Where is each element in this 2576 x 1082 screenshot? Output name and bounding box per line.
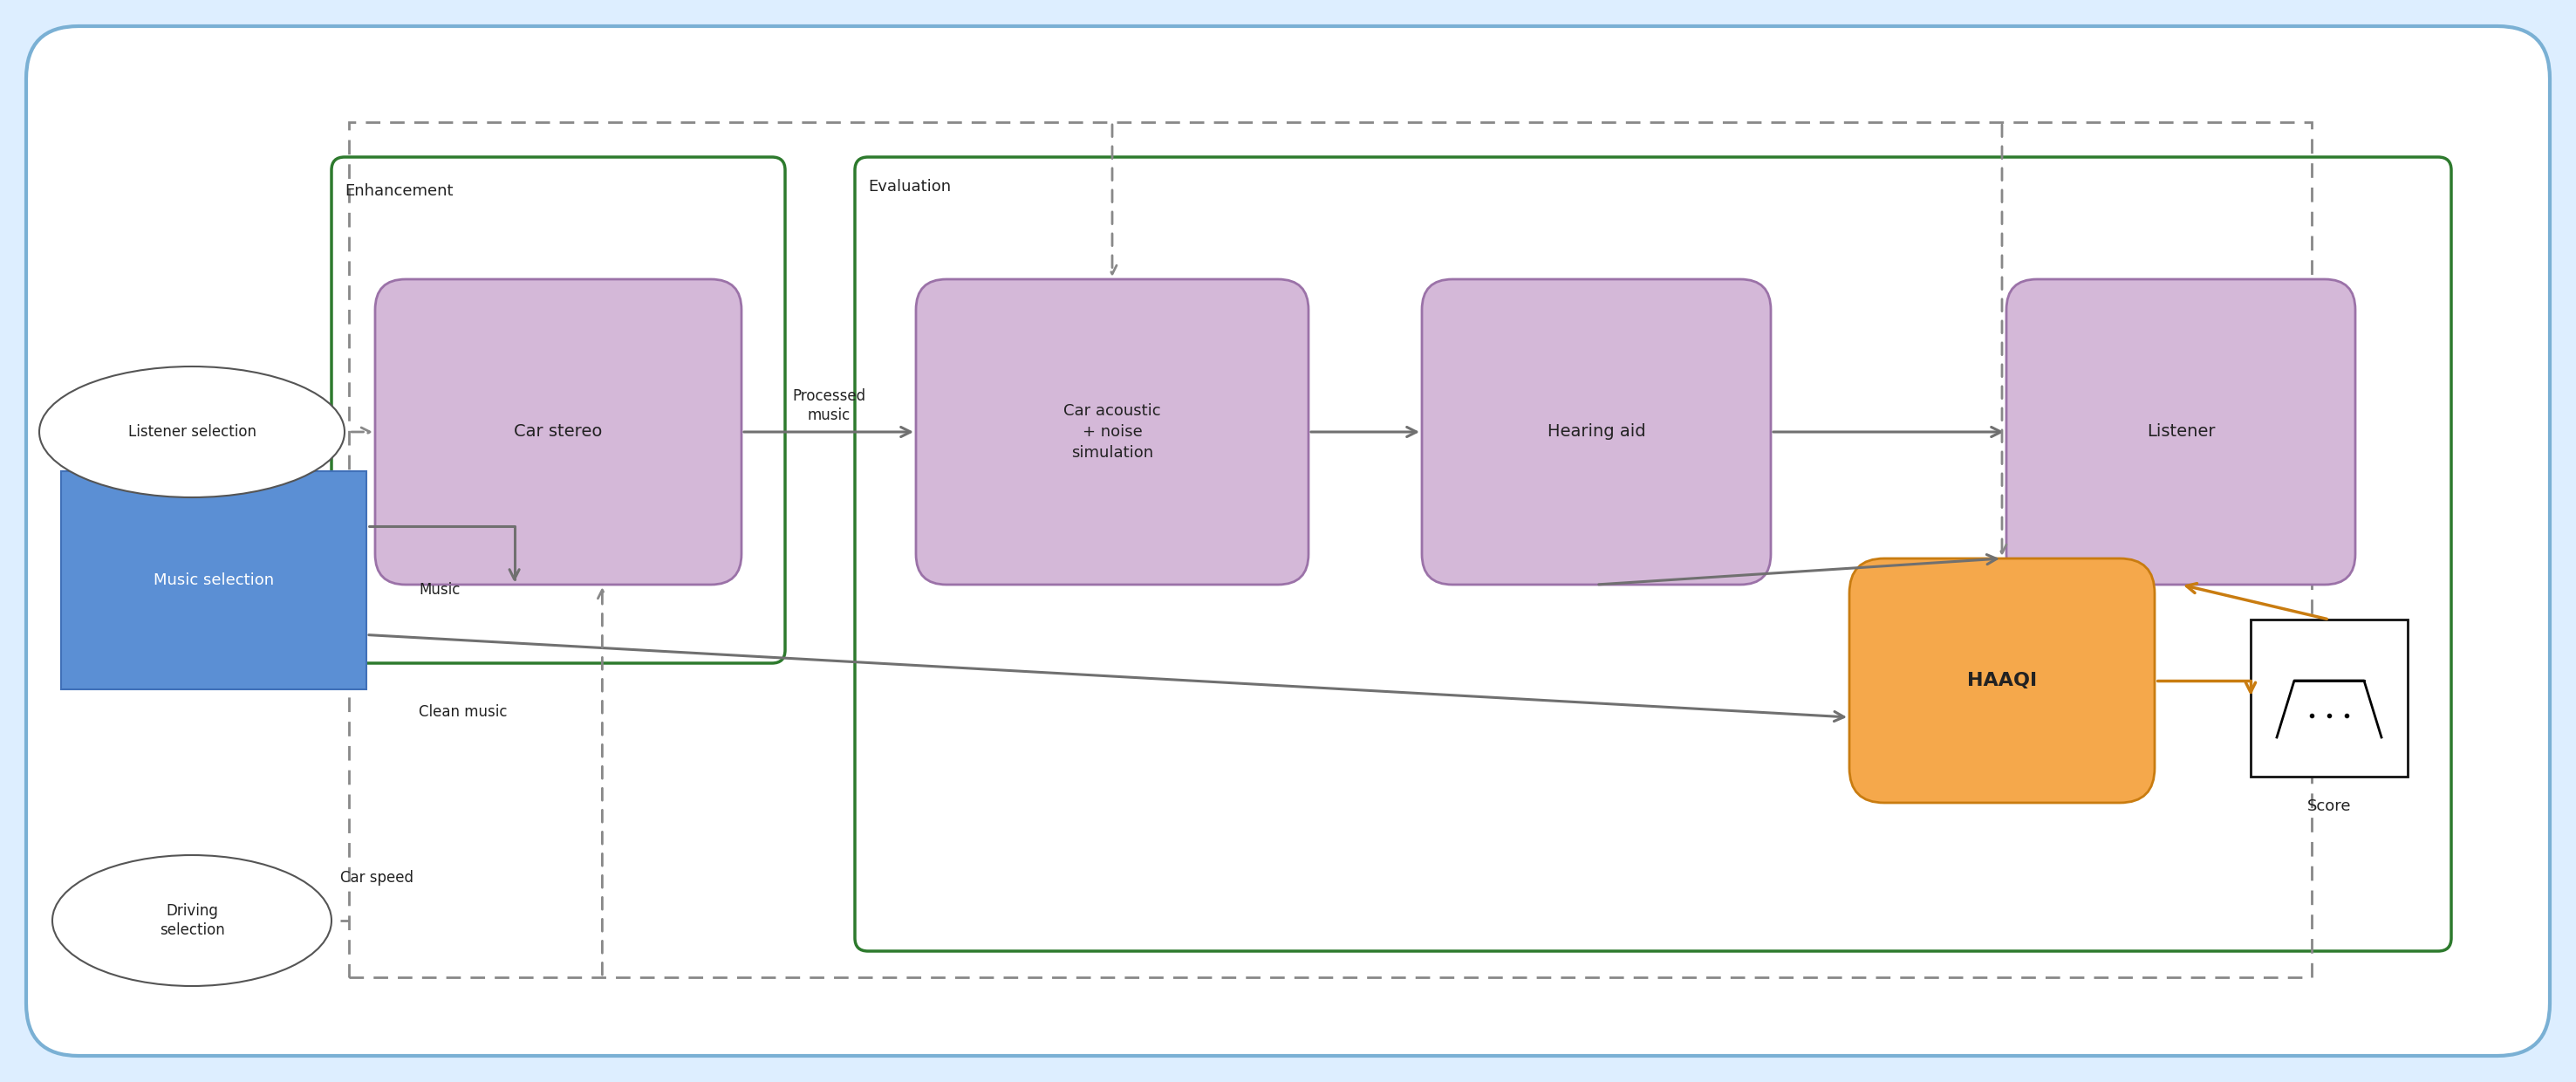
FancyBboxPatch shape bbox=[332, 157, 786, 663]
Text: Listener: Listener bbox=[2146, 424, 2215, 440]
FancyBboxPatch shape bbox=[2251, 620, 2409, 777]
Text: Listener selection: Listener selection bbox=[129, 424, 255, 439]
Text: Clean music: Clean music bbox=[420, 704, 507, 720]
Text: Car speed: Car speed bbox=[340, 870, 415, 886]
Text: Score: Score bbox=[2308, 799, 2352, 814]
FancyBboxPatch shape bbox=[376, 279, 742, 584]
FancyBboxPatch shape bbox=[1422, 279, 1770, 584]
Ellipse shape bbox=[52, 855, 332, 986]
Text: Enhancement: Enhancement bbox=[345, 183, 453, 199]
Text: Music selection: Music selection bbox=[155, 572, 273, 589]
FancyBboxPatch shape bbox=[2007, 279, 2354, 584]
Text: Evaluation: Evaluation bbox=[868, 179, 951, 195]
Text: Hearing aid: Hearing aid bbox=[1548, 424, 1646, 440]
FancyBboxPatch shape bbox=[26, 26, 2550, 1056]
Text: HAAQI: HAAQI bbox=[1968, 672, 2038, 689]
Text: Music: Music bbox=[420, 582, 461, 597]
Ellipse shape bbox=[39, 367, 345, 498]
FancyBboxPatch shape bbox=[917, 279, 1309, 584]
Text: Car stereo: Car stereo bbox=[515, 424, 603, 440]
FancyBboxPatch shape bbox=[62, 471, 366, 689]
Text: Driving
selection: Driving selection bbox=[160, 903, 224, 938]
Text: Processed
music: Processed music bbox=[791, 388, 866, 423]
FancyBboxPatch shape bbox=[1850, 558, 2154, 803]
FancyBboxPatch shape bbox=[855, 157, 2452, 951]
Text: Car acoustic
+ noise
simulation: Car acoustic + noise simulation bbox=[1064, 404, 1162, 460]
